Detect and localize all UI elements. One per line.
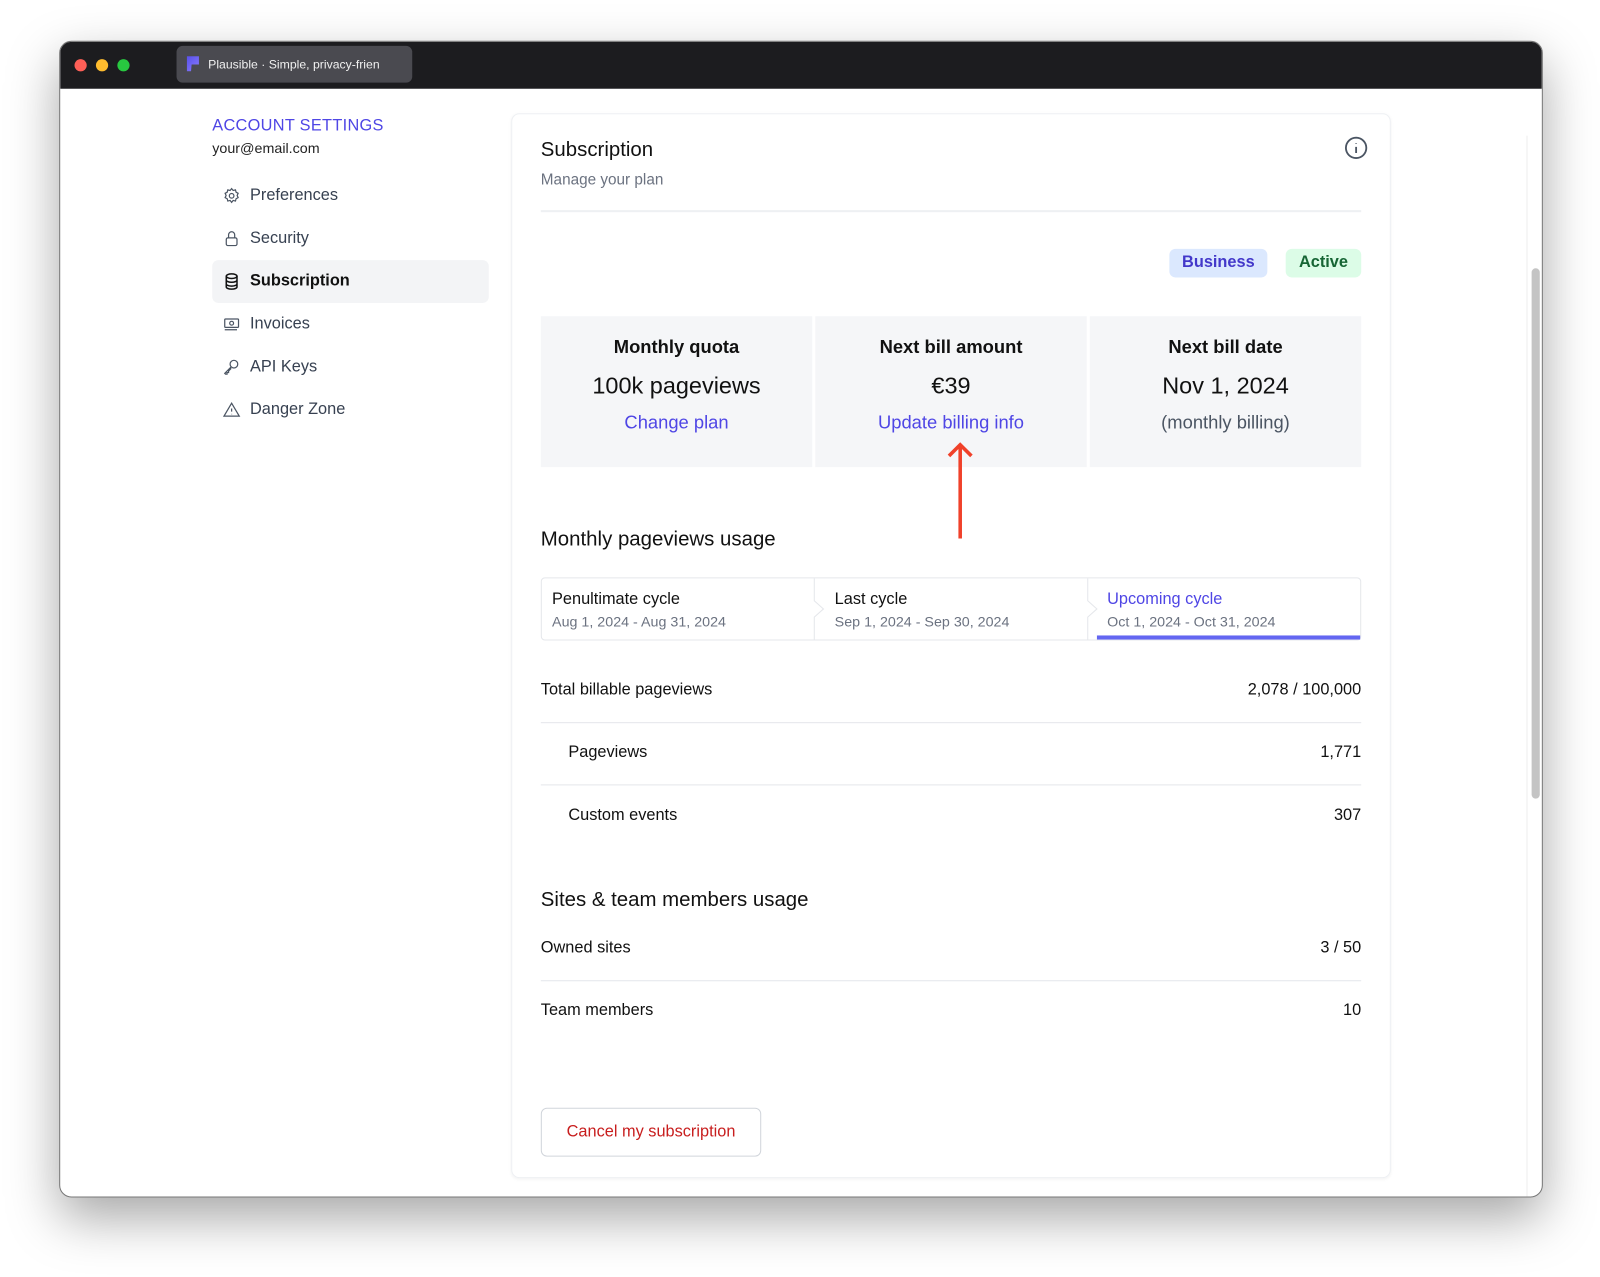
sidebar-item-subscription[interactable]: Subscription	[212, 260, 489, 303]
sidebar-item-api-keys[interactable]: API Keys	[212, 346, 489, 389]
usage-value: 307	[1333, 806, 1362, 825]
sidebar-item-label: Subscription	[249, 272, 350, 290]
cycle-name: Penultimate cycle	[552, 590, 680, 608]
monthly-quota-stat: Monthly quota 100k pageviews Change plan	[540, 316, 813, 468]
annotation-arrow-icon	[947, 442, 973, 539]
close-window-button[interactable]	[74, 59, 87, 72]
cycle-dates: Aug 1, 2024 - Aug 31, 2024	[552, 613, 726, 630]
sidebar-item-label: Invoices	[249, 315, 310, 333]
lock-icon	[225, 231, 238, 247]
cycle-dates: Sep 1, 2024 - Sep 30, 2024	[834, 613, 1010, 630]
sidebar-item-label: Security	[249, 229, 309, 247]
next-bill-date-stat: Next bill date Nov 1, 2024 (monthly bill…	[1089, 316, 1362, 468]
sidebar-item-label: Danger Zone	[249, 400, 346, 419]
stat-value: €39	[931, 372, 971, 399]
cycle-dates: Oct 1, 2024 - Oct 31, 2024	[1107, 613, 1276, 630]
chevron-separator-icon	[813, 578, 825, 640]
tab-title: Plausible · Simple, privacy-frien	[208, 57, 380, 72]
cycle-name: Upcoming cycle	[1107, 590, 1223, 608]
chevron-separator-icon	[1087, 578, 1098, 640]
update-billing-info-link[interactable]: Update billing info	[877, 412, 1025, 433]
warning-icon	[222, 401, 241, 417]
minimize-window-button[interactable]	[95, 59, 109, 72]
subscription-card: Subscription Manage your plan Business A…	[511, 113, 1391, 1179]
sidebar-item-label: API Keys	[249, 358, 318, 376]
usage-row-pageviews: Pageviews 1,771	[540, 723, 1362, 786]
sites-usage-heading: Sites & team members usage	[540, 888, 809, 911]
pageviews-usage-heading: Monthly pageviews usage	[540, 528, 776, 551]
sidebar-item-danger-zone[interactable]: Danger Zone	[212, 389, 489, 432]
next-bill-amount-stat: Next bill amount €39 Update billing info	[815, 316, 1087, 468]
usage-row-owned-sites: Owned sites 3 / 50	[540, 919, 1362, 982]
maximize-window-button[interactable]	[117, 59, 130, 72]
usage-label: Pageviews	[568, 743, 648, 761]
page-title: Subscription	[540, 138, 654, 162]
billing-interval-note: (monthly billing)	[1161, 412, 1290, 433]
stat-label: Next bill amount	[879, 336, 1023, 357]
info-icon[interactable]	[1344, 136, 1368, 160]
tab-upcoming-cycle[interactable]: Upcoming cycle Oct 1, 2024 - Oct 31, 202…	[1096, 578, 1361, 640]
tab-last-cycle[interactable]: Last cycle Sep 1, 2024 - Sep 30, 2024	[824, 578, 1095, 639]
usage-value: 1,771	[1320, 743, 1362, 761]
usage-row-custom-events: Custom events 307	[541, 786, 1361, 847]
plan-badge: Business	[1169, 248, 1268, 278]
key-icon	[223, 359, 239, 375]
sidebar-item-security[interactable]: Security	[212, 217, 489, 260]
banknote-icon	[224, 318, 240, 331]
header-divider	[540, 210, 1362, 213]
plausible-logo-icon	[186, 56, 199, 72]
usage-value: 10	[1343, 1001, 1362, 1019]
browser-tab[interactable]: Plausible · Simple, privacy-frien	[176, 45, 413, 83]
sidebar-item-invoices[interactable]: Invoices	[212, 303, 489, 346]
change-plan-link[interactable]: Change plan	[624, 412, 729, 433]
cancel-subscription-button[interactable]: Cancel my subscription	[540, 1107, 762, 1157]
browser-window: Plausible · Simple, privacy-frien ACCOUN…	[59, 40, 1543, 1198]
usage-value: 2,078 / 100,000	[1247, 681, 1362, 699]
page-subtitle: Manage your plan	[540, 171, 664, 189]
usage-row-total: Total billable pageviews 2,078 / 100,000	[540, 661, 1362, 724]
usage-label: Team members	[540, 1001, 654, 1019]
usage-label: Total billable pageviews	[540, 681, 713, 699]
usage-label: Custom events	[568, 806, 678, 825]
stat-value: 100k pageviews	[592, 372, 761, 399]
tab-penultimate-cycle[interactable]: Penultimate cycle Aug 1, 2024 - Aug 31, …	[542, 578, 815, 639]
usage-label: Owned sites	[540, 939, 631, 957]
scrollbar-thumb[interactable]	[1531, 268, 1540, 799]
scrollbar-track[interactable]	[1526, 135, 1542, 1197]
title-bar: Plausible · Simple, privacy-frien	[60, 41, 1542, 89]
sidebar-item-label: Preferences	[249, 186, 339, 204]
account-email: your@email.com	[212, 139, 320, 157]
sidebar-title: ACCOUNT SETTINGS	[212, 117, 384, 135]
usage-row-team-members: Team members 10	[541, 981, 1361, 1042]
stat-value: Nov 1, 2024	[1162, 372, 1289, 399]
cycle-tabs: Penultimate cycle Aug 1, 2024 - Aug 31, …	[540, 577, 1362, 641]
sidebar-item-preferences[interactable]: Preferences	[212, 174, 489, 217]
gear-icon	[224, 187, 239, 204]
stat-label: Next bill date	[1168, 336, 1283, 357]
usage-value: 3 / 50	[1320, 939, 1362, 957]
status-badge: Active	[1285, 248, 1362, 278]
stat-label: Monthly quota	[613, 336, 740, 357]
database-icon	[225, 273, 238, 290]
cycle-name: Last cycle	[834, 590, 908, 608]
